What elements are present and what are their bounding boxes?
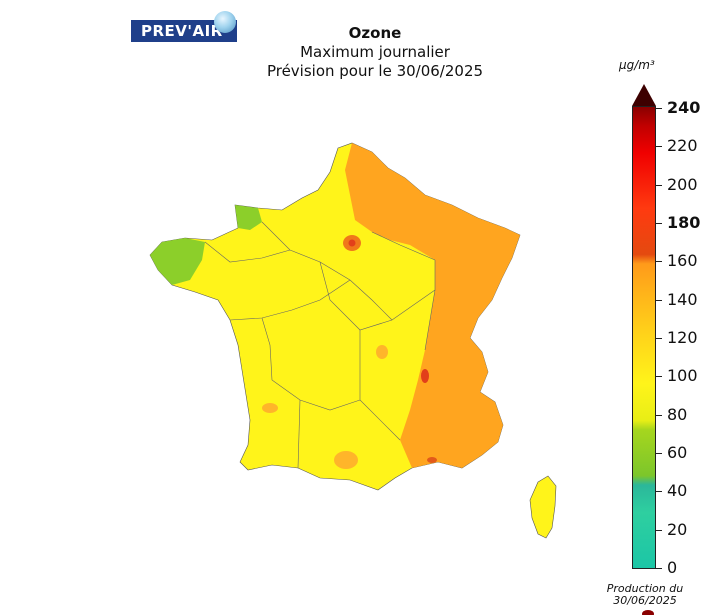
colorbar-tick (656, 529, 662, 531)
forecast-date: Prévision pour le 30/06/2025 (266, 62, 484, 80)
colorbar-tick (656, 376, 662, 378)
colorbar (632, 106, 656, 569)
production-date: Production du 30/06/2025 (590, 583, 700, 607)
colorbar-tick-label: 100 (667, 366, 698, 386)
colorbar-tick-label: 40 (667, 481, 688, 501)
colorbar-tick (656, 261, 662, 263)
colorbar-tick-label: 160 (667, 251, 698, 271)
rhone-hotspot (421, 369, 429, 383)
colorbar-tick (656, 338, 662, 339)
production-marker (642, 610, 654, 615)
pollutant-title: Ozone (348, 24, 402, 42)
region-borders (204, 221, 436, 469)
colorbar-tick (656, 108, 662, 109)
colorbar-tick-label: 120 (667, 328, 698, 347)
globe-icon (214, 11, 236, 33)
colorbar-tick-label: 20 (667, 519, 688, 539)
colorbar-tick (656, 568, 662, 569)
map-title: Ozone Maximum journalier Prévision pour … (240, 24, 510, 81)
colorbar-tick (656, 184, 662, 186)
colorbar-tick-label: 140 (667, 289, 698, 309)
colorbar-tick-label: 180 (667, 213, 701, 232)
colorbar-tick-label: 80 (667, 404, 688, 424)
brittany-green-zone (150, 238, 205, 285)
colorbar-tick-label: 220 (667, 136, 698, 156)
colorbar-tick-label: 60 (667, 443, 688, 462)
production-date-value: 30/06/2025 (613, 594, 677, 607)
colorbar-tick-label: 200 (667, 174, 698, 194)
colorbar-tick (656, 223, 662, 224)
colorbar-tick (656, 491, 662, 493)
colorbar-tick (656, 146, 662, 148)
colorbar-arrow-icon (632, 84, 656, 106)
prevair-logo: PREV'AIR (131, 20, 237, 42)
corsica (529, 475, 557, 539)
colorbar-tick (656, 453, 662, 454)
southwest-patch (334, 451, 358, 469)
colorbar-tick-label: 0 (667, 558, 678, 577)
colorbar-tick (656, 299, 662, 301)
production-label: Production du (606, 582, 684, 595)
normandy-green-zone (235, 205, 262, 230)
colorbar-tick-label: 240 (667, 98, 701, 117)
unit-label: µg/m³ (619, 58, 655, 72)
statistic-subtitle: Maximum journalier (300, 43, 450, 61)
colorbar-tick (656, 414, 662, 416)
